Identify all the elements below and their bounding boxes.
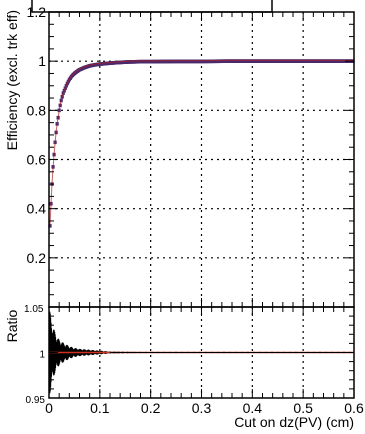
main-y-tick-label: 0.6 [27, 152, 47, 168]
x-axis-title: Cut on dz(PV) (cm) [234, 414, 354, 430]
main-y-tick-label: 0.4 [27, 201, 47, 217]
ratio-y-tick-label: 1 [39, 350, 45, 361]
ratio-y-tick-label: 0.95 [26, 395, 46, 406]
ratio-y-axis-title: Ratio [4, 309, 20, 342]
ratio-x-tick-label: 0 [45, 400, 53, 416]
main-y-tick-label: 0.2 [27, 250, 47, 266]
main-y-axis-title: Efficiency (excl. trk eff) [4, 10, 20, 150]
ratio-top-tick-label-fragment: 1.05 [24, 304, 44, 315]
ratio-x-tick-label: 0.2 [141, 400, 161, 416]
ratio-x-tick-label: 0.3 [192, 400, 212, 416]
main-y-tick-label: 1.2 [27, 4, 47, 20]
main-y-tick-label: 1 [38, 53, 46, 69]
ratio-x-tick-label: 0.1 [90, 400, 110, 416]
legend-box-fragment [32, 0, 272, 12]
main-y-tick-label: 0.8 [27, 102, 47, 118]
